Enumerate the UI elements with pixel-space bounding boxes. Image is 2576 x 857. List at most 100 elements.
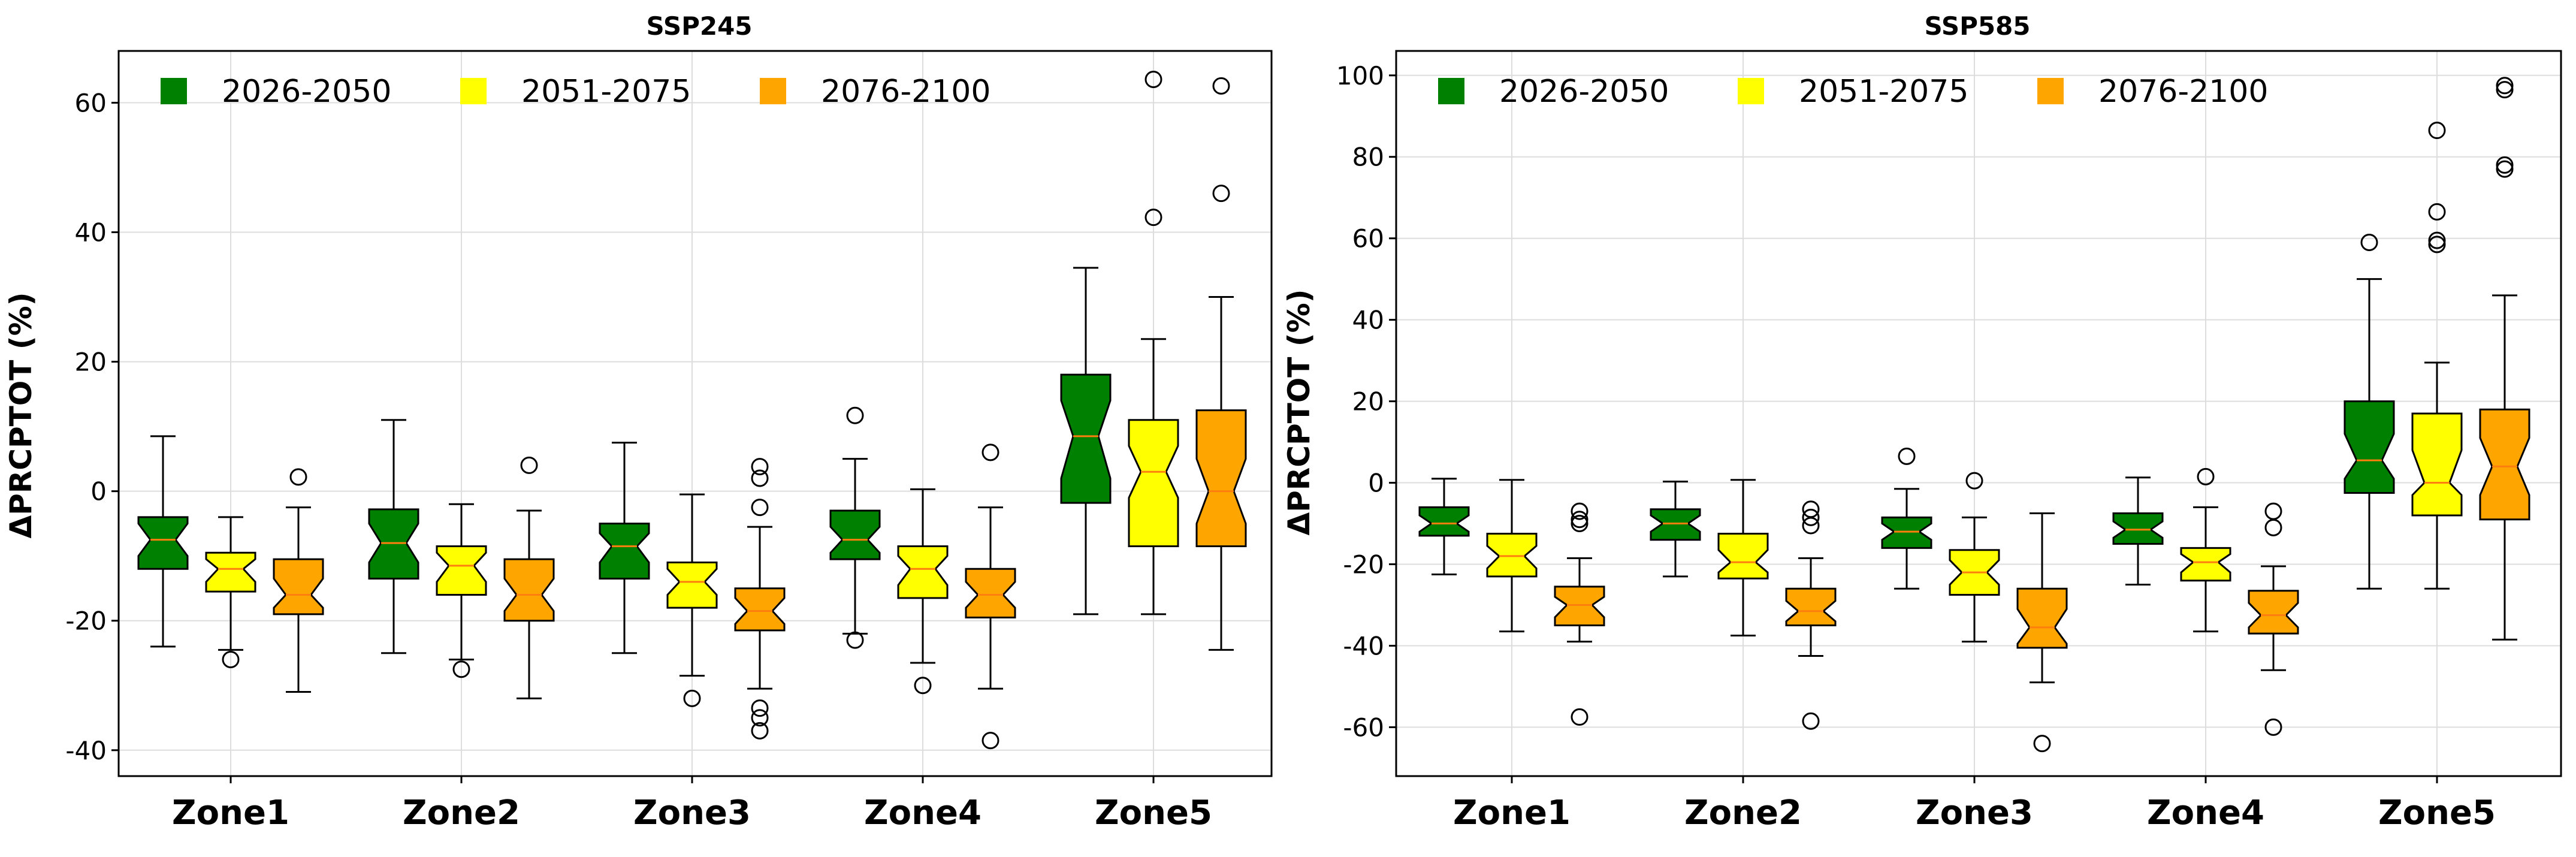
outlier-point: [846, 406, 864, 424]
y-tick-label: 100: [1336, 61, 1384, 90]
y-tick-label: -40: [65, 736, 107, 765]
box-2076-2100-Zone3: [2016, 512, 2068, 753]
y-ticks: -40 -20 0 20 40 60: [65, 88, 119, 765]
y-tick-label: 20: [75, 348, 107, 377]
box-2076-2100-Zone4: [965, 443, 1016, 750]
outlier-point: [222, 651, 240, 669]
outlier-point: [1571, 515, 1589, 533]
box-2051-2075-Zone1: [205, 516, 256, 669]
plot-frame: [117, 50, 1273, 777]
plot-frame: [1395, 50, 2562, 777]
x-ticks: Zone1 Zone2 Zone3 Zone4 Zone5: [172, 776, 1212, 832]
outlier-point: [2264, 718, 2282, 736]
box-2026-2050-Zone1: [1418, 478, 1470, 576]
outlier-point: [2428, 236, 2446, 254]
box-2026-2050-Zone3: [1881, 447, 1932, 590]
x-ticks: Zone1 Zone2 Zone3 Zone4 Zone5: [1453, 776, 2496, 832]
box-2051-2075-Zone1: [1486, 479, 1538, 633]
box-body: [734, 587, 786, 632]
y-tick-label: 80: [1352, 143, 1384, 172]
outlier-point: [2428, 122, 2446, 140]
box-2051-2075-Zone2: [1717, 479, 1769, 636]
legend-label: 2076-2100: [821, 74, 990, 110]
outlier-point: [452, 660, 470, 678]
x-tick-label: Zone3: [1916, 793, 2033, 832]
legend-label: 2076-2100: [2098, 74, 2268, 110]
box-body: [2112, 512, 2164, 545]
outlier-point: [1212, 77, 1230, 95]
outlier-point: [751, 499, 769, 517]
y-axis-label: ΔPRCPTOT (%): [1282, 289, 1316, 535]
outlier-point: [2496, 77, 2514, 95]
box-2026-2050-Zone1: [137, 435, 189, 648]
outlier-point: [751, 709, 769, 727]
box-2076-2100-Zone3: [734, 458, 786, 740]
y-tick-label: 0: [90, 477, 107, 506]
box-body: [1717, 533, 1769, 580]
box-body: [1060, 373, 1112, 504]
box-body: [666, 561, 718, 609]
box-2051-2075-Zone5: [2411, 122, 2463, 590]
chart-title: SSP245: [646, 11, 752, 41]
outlier-point: [751, 722, 769, 740]
box-2051-2075-Zone5: [1128, 71, 1179, 615]
x-tick-label: Zone2: [1684, 793, 1802, 832]
box-2051-2075-Zone4: [897, 488, 949, 695]
box-body: [205, 551, 256, 593]
x-tick-label: Zone3: [633, 793, 751, 832]
y-tick-label: -20: [1343, 550, 1384, 580]
box-2026-2050-Zone4: [829, 406, 881, 649]
x-tick-label: Zone5: [1095, 793, 1212, 832]
box-2076-2100-Zone1: [1554, 502, 1605, 726]
box-body: [2411, 412, 2463, 517]
box-body: [897, 545, 949, 599]
box-body: [2016, 587, 2068, 649]
outlier-point: [914, 677, 932, 695]
outlier-point: [1898, 447, 1916, 465]
box-body: [1785, 587, 1837, 626]
box-2076-2100-Zone2: [503, 456, 555, 699]
outlier-point: [2197, 467, 2215, 485]
outlier-point: [982, 732, 999, 750]
box-2026-2050-Zone4: [2112, 476, 2164, 586]
outlier-point: [1144, 209, 1162, 227]
outlier-point: [751, 469, 769, 487]
outlier-point: [1212, 185, 1230, 203]
y-tick-label: 40: [75, 218, 107, 248]
panel-ssp585: SSP585 ΔPRCPTOT (%) -60 -40 -20 0 20 40 60 80 10…: [1282, 11, 2562, 832]
box-2076-2100-Zone5: [1195, 77, 1247, 651]
x-tick-label: Zone2: [403, 793, 520, 832]
legend: 2026-2050 2051-2075 2076-2100: [1438, 74, 2268, 110]
outlier-point: [1802, 500, 1820, 518]
box-body: [273, 558, 324, 615]
legend-swatch: [760, 78, 786, 104]
x-tick-label: Zone5: [2378, 793, 2496, 832]
box-body: [368, 508, 419, 580]
y-axis-label: ΔPRCPTOT (%): [4, 292, 38, 538]
legend-swatch: [161, 78, 187, 104]
box-body: [1128, 419, 1179, 547]
boxes: [137, 71, 1247, 750]
boxes: [1418, 77, 2530, 753]
outlier-point: [2033, 735, 2051, 753]
legend-label: 2026-2050: [1499, 74, 1669, 110]
y-tick-label: -60: [1343, 713, 1384, 742]
y-ticks: -60 -40 -20 0 20 40 60 80 100: [1336, 61, 1396, 742]
outlier-point: [751, 458, 769, 476]
box-2051-2075-Zone3: [666, 493, 718, 707]
outlier-point: [2496, 81, 2514, 99]
y-tick-label: 60: [1352, 224, 1384, 254]
legend-swatch: [2037, 78, 2064, 104]
box-2026-2050-Zone2: [1650, 481, 1701, 578]
legend-label: 2026-2050: [222, 74, 391, 110]
gridlines: [1396, 51, 2561, 776]
outlier-point: [1571, 511, 1589, 529]
box-2076-2100-Zone2: [1785, 500, 1837, 730]
y-tick-label: -40: [1343, 631, 1384, 660]
box-2051-2075-Zone2: [436, 503, 487, 678]
outlier-point: [683, 689, 701, 707]
box-body: [503, 558, 555, 622]
outlier-point: [1571, 502, 1589, 520]
outlier-point: [2360, 233, 2378, 251]
